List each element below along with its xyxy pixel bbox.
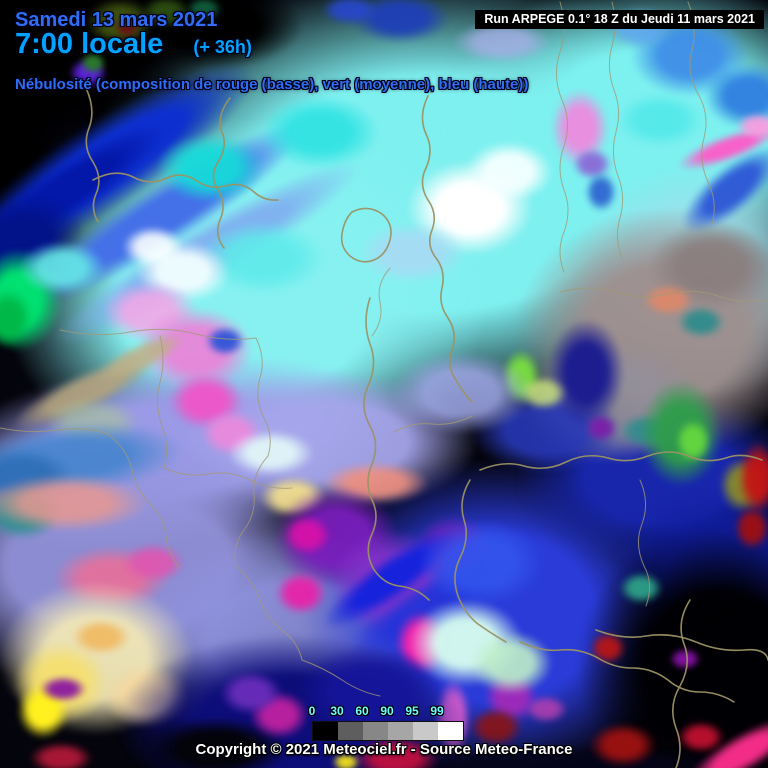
region-border: [393, 415, 473, 433]
cloud-blob: [619, 572, 663, 604]
region-border: [59, 328, 257, 340]
cloud-blob: [80, 52, 106, 74]
cloud-blob: [115, 16, 139, 38]
cloud-blob: [589, 723, 657, 767]
cloud-blob: [71, 619, 131, 655]
legend-gray-scale-bar: [312, 721, 464, 741]
cloud-blob: [156, 133, 264, 203]
cloud-blob: [227, 430, 315, 476]
cloud-blob: [616, 93, 704, 147]
region-border: [235, 565, 303, 661]
legend-label: 30: [330, 704, 344, 718]
cloud-blob: [205, 326, 245, 356]
cloud-blob: [465, 141, 553, 203]
cloud-blob: [675, 419, 711, 463]
country-border: [363, 297, 430, 601]
country-border: [479, 451, 763, 471]
cloud-blob: [358, 222, 466, 284]
country-border: [672, 599, 691, 768]
country-border: [421, 95, 473, 403]
country-border: [595, 629, 768, 661]
cloud-blob: [29, 742, 93, 768]
country-border: [519, 641, 735, 703]
country-border: [92, 172, 279, 201]
region-border: [156, 335, 168, 469]
region-border: [0, 427, 109, 435]
cloud-blob: [469, 707, 523, 747]
region-border: [559, 287, 767, 302]
legend-label: 0: [308, 704, 316, 718]
country-border: [212, 97, 231, 249]
cloud-blob: [547, 318, 625, 428]
legend-label: 99: [430, 704, 444, 718]
region-border: [638, 479, 650, 607]
cloud-blob: [585, 172, 617, 212]
cloud-blob: [734, 506, 768, 550]
legend-cell: [438, 722, 463, 740]
cloud-blob: [677, 721, 725, 753]
cloud-blob: [321, 0, 379, 25]
legend-cell: [413, 722, 438, 740]
cloud-blob: [260, 95, 380, 169]
country-border: [85, 87, 100, 223]
legend-cell: [388, 722, 413, 740]
cloud-blob: [669, 648, 701, 670]
date-label: Samedi 13 mars 2021: [15, 9, 218, 31]
cloud-cover-legend: 0 30 60 90 95 99: [309, 704, 472, 744]
cloud-blob: [186, 0, 222, 21]
time-label: 7:00 locale: [15, 28, 164, 60]
country-border: [340, 207, 392, 263]
cloud-blob: [738, 441, 768, 515]
region-border: [234, 455, 269, 567]
region-border: [371, 267, 391, 337]
cloud-blob: [0, 474, 150, 532]
cloud-blob: [332, 752, 360, 768]
cloud-blob: [121, 543, 185, 583]
copyright-label: Copyright © 2021 Meteociel.fr - Source M…: [195, 741, 573, 758]
cloud-blob: [275, 571, 327, 615]
region-border: [556, 1, 569, 273]
cloud-blob: [39, 676, 87, 702]
cloud-blob: [736, 113, 768, 139]
cloud-blob: [469, 631, 553, 695]
cloud-blob: [677, 306, 725, 338]
cloud-blob: [590, 632, 626, 664]
legend-cell: [363, 722, 388, 740]
run-info-box: Run ARPEGE 0.1° 18 Z du Jeudi 11 mars 20…: [475, 10, 764, 29]
region-border: [255, 337, 271, 457]
cloud-blob: [283, 515, 331, 555]
legend-label: 60: [355, 704, 369, 718]
legend-cell: [338, 722, 363, 740]
cloud-blob: [417, 519, 545, 607]
region-border: [608, 1, 624, 259]
region-border: [163, 467, 293, 489]
cloud-blob: [141, 0, 191, 28]
cloud-blob: [352, 736, 440, 768]
time-row: 7:00 locale (+ 36h): [15, 28, 252, 61]
forecast-offset-label: (+ 36h): [193, 37, 252, 57]
product-title: Nébulosité (composition de rouge (basse)…: [15, 76, 529, 93]
legend-label: 95: [405, 704, 419, 718]
region-border: [107, 433, 181, 569]
cloud-blob: [585, 414, 617, 442]
country-border: [454, 479, 507, 643]
legend-label: 90: [380, 704, 394, 718]
region-border: [301, 659, 381, 697]
cloud-blob: [122, 226, 184, 268]
cloud-blob: [219, 671, 283, 715]
region-border: [687, 1, 715, 225]
cloud-blob: [18, 241, 106, 295]
legend-cell: [313, 722, 338, 740]
cloud-blob: [524, 695, 568, 723]
